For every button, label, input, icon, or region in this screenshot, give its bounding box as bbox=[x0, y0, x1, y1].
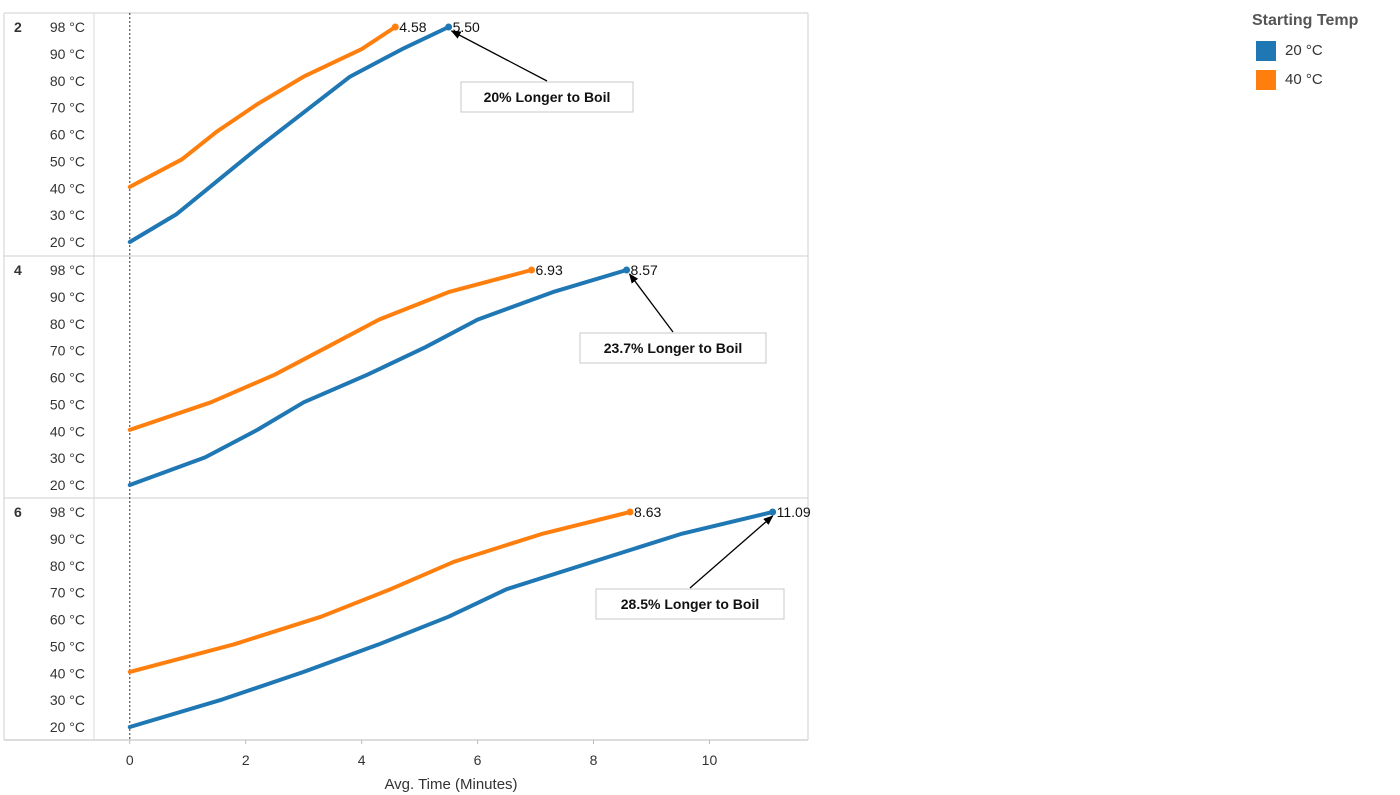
y-tick-label: 20 °C bbox=[50, 477, 85, 493]
legend-item-20c[interactable]: 20 °C bbox=[1252, 36, 1392, 65]
end-value-label: 5.50 bbox=[453, 19, 480, 35]
legend-item-40c[interactable]: 40 °C bbox=[1252, 65, 1392, 94]
series-line-40c bbox=[127, 25, 398, 189]
end-value-label: 4.58 bbox=[399, 19, 426, 35]
y-tick-label: 90 °C bbox=[50, 46, 85, 62]
x-tick-label: 6 bbox=[474, 752, 482, 768]
legend-title: Starting Temp bbox=[1252, 12, 1359, 29]
y-tick-label: 90 °C bbox=[50, 289, 85, 305]
y-tick-label: 70 °C bbox=[50, 100, 85, 116]
row-label: 4 bbox=[14, 262, 22, 278]
series-end-point bbox=[391, 23, 399, 31]
annotation-box bbox=[595, 588, 785, 620]
x-tick-label: 0 bbox=[126, 752, 134, 768]
y-tick-label: 30 °C bbox=[50, 692, 85, 708]
legend-swatch-40c bbox=[1256, 69, 1276, 90]
y-tick-label: 30 °C bbox=[50, 207, 85, 223]
y-tick-label: 40 °C bbox=[50, 423, 85, 439]
series-line-40c bbox=[127, 510, 632, 674]
row-label: 2 bbox=[14, 19, 22, 35]
legend-swatch-20c bbox=[1256, 40, 1276, 61]
y-tick-label: 98 °C bbox=[50, 262, 85, 278]
y-tick-label: 50 °C bbox=[50, 153, 85, 169]
legend: Starting Temp 20 °C 40 °C bbox=[1252, 12, 1392, 94]
y-tick-label: 80 °C bbox=[50, 73, 85, 89]
end-value-label: 8.63 bbox=[634, 504, 661, 520]
series-line-40c bbox=[127, 268, 534, 432]
y-tick-label: 30 °C bbox=[50, 450, 85, 466]
y-tick-label: 60 °C bbox=[50, 127, 85, 143]
series-end-point bbox=[445, 23, 453, 31]
series-line-20c bbox=[127, 268, 629, 487]
series-line-20c bbox=[127, 510, 775, 729]
annotation-text: 23.7% Longer to Boil bbox=[604, 340, 742, 356]
row-label: 6 bbox=[14, 504, 22, 520]
legend-label-40c: 40 °C bbox=[1285, 71, 1323, 88]
y-tick-label: 60 °C bbox=[50, 612, 85, 628]
annotation-arrow bbox=[689, 515, 774, 589]
y-tick-label: 80 °C bbox=[50, 558, 85, 574]
annotation-box bbox=[579, 332, 767, 364]
annotation-box bbox=[460, 81, 634, 113]
y-tick-label: 90 °C bbox=[50, 531, 85, 547]
series-end-point bbox=[769, 508, 777, 516]
y-tick-label: 70 °C bbox=[50, 343, 85, 359]
annotation-text: 28.5% Longer to Boil bbox=[621, 596, 759, 612]
series-end-point bbox=[626, 508, 634, 516]
y-tick-label: 20 °C bbox=[50, 719, 85, 735]
y-tick-label: 40 °C bbox=[50, 665, 85, 681]
end-value-label: 11.09 bbox=[777, 504, 811, 520]
series-line-20c bbox=[127, 25, 451, 244]
y-tick-label: 98 °C bbox=[50, 504, 85, 520]
x-tick-label: 4 bbox=[358, 752, 366, 768]
annotation-arrow bbox=[450, 30, 548, 82]
y-tick-label: 40 °C bbox=[50, 180, 85, 196]
annotation-text: 20% Longer to Boil bbox=[484, 89, 611, 105]
x-tick-label: 8 bbox=[590, 752, 598, 768]
y-tick-label: 98 °C bbox=[50, 19, 85, 35]
y-tick-label: 80 °C bbox=[50, 316, 85, 332]
y-tick-label: 50 °C bbox=[50, 396, 85, 412]
y-tick-label: 70 °C bbox=[50, 585, 85, 601]
x-tick-label: 2 bbox=[242, 752, 250, 768]
y-tick-label: 50 °C bbox=[50, 638, 85, 654]
panel-2: 2 98 °C 90 °C 80 °C 70 °C 60 °C 50 °C 40 °C 30 °… bbox=[14, 19, 634, 250]
y-tick-label: 60 °C bbox=[50, 370, 85, 386]
panel-6: 6 98 °C 90 °C 80 °C 70 °C 60 °C 50 °C 40 °C 30 °… bbox=[14, 504, 811, 735]
end-value-label: 8.57 bbox=[631, 262, 658, 278]
series-end-point bbox=[623, 266, 631, 274]
legend-label-20c: 20 °C bbox=[1285, 42, 1323, 59]
end-value-label: 6.93 bbox=[535, 262, 562, 278]
y-tick-label: 20 °C bbox=[50, 234, 85, 250]
x-tick-label: 10 bbox=[702, 752, 718, 768]
x-axis-title: Avg. Time (Minutes) bbox=[384, 776, 517, 793]
series-end-point bbox=[527, 266, 535, 274]
panel-4: 4 98 °C 90 °C 80 °C 70 °C 60 °C 50 °C 40 °C 30 °… bbox=[14, 262, 767, 493]
annotation-arrow bbox=[628, 273, 674, 333]
